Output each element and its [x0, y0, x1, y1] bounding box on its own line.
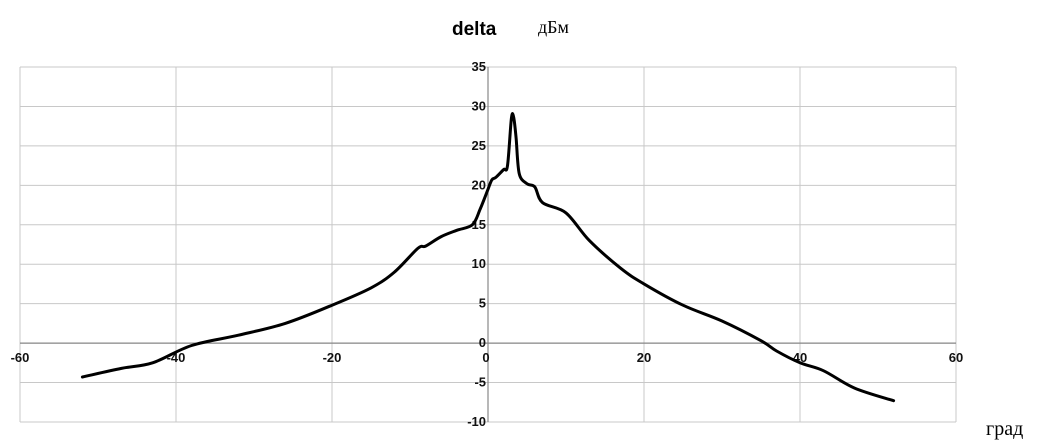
y-tick-label: 0: [479, 335, 486, 350]
series-layer: [80, 112, 896, 403]
y-tick-label: 25: [472, 138, 486, 153]
x-tick-label: -60: [11, 350, 30, 365]
x-axis-label: град: [986, 418, 1023, 440]
x-tick-label: 60: [949, 350, 963, 365]
y-tick-label: -10: [467, 414, 486, 429]
y-tick-label: 35: [472, 59, 486, 74]
x-tick-label: -20: [323, 350, 342, 365]
y-tick-label: 5: [479, 296, 486, 311]
x-tick-label: 20: [637, 350, 651, 365]
chart-title: delta: [452, 19, 497, 40]
chart-title-unit: дБм: [538, 17, 569, 37]
y-tick-label: 20: [472, 177, 486, 192]
x-tick-label: 0: [482, 350, 489, 365]
y-tick-label: 10: [472, 256, 486, 271]
series-line: [80, 112, 896, 403]
axis-layer: [20, 67, 956, 422]
y-tick-label: 30: [472, 98, 486, 113]
y-tick-label: -5: [474, 375, 486, 390]
